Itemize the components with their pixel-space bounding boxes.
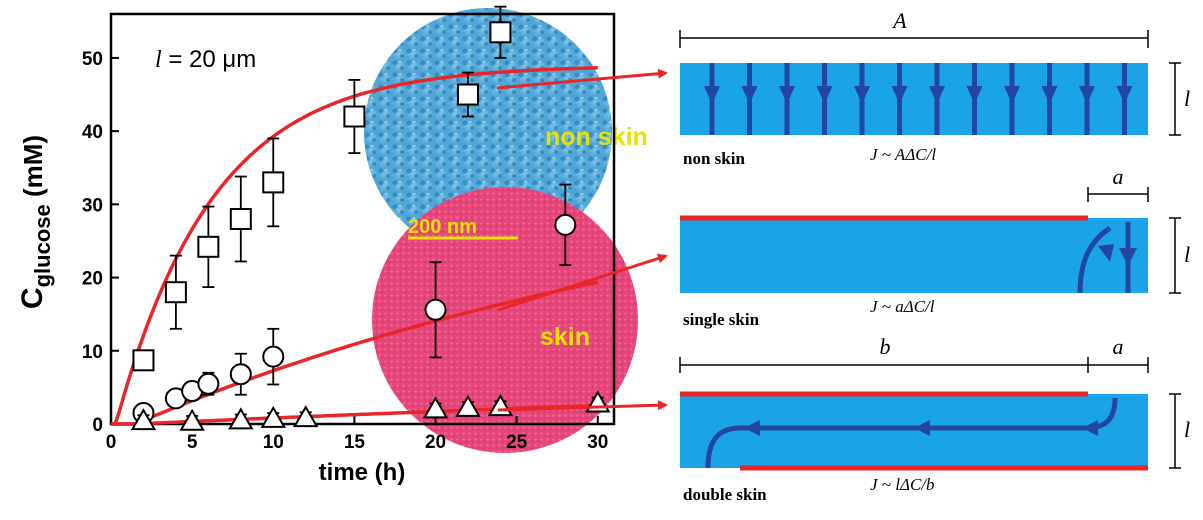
skin-length-label: b [880, 334, 891, 359]
single-skin-flux-equation: J ~ aΔC/l [870, 297, 935, 316]
thickness-label: l [1184, 86, 1190, 111]
x-tick-label: 15 [344, 432, 366, 453]
y-tick-label: 30 [82, 195, 103, 216]
nonskin-inset-label: non skin [545, 123, 648, 151]
single-skin-diagram: a l single skin J ~ aΔC/l [680, 164, 1190, 329]
y-tick-label: 50 [82, 49, 103, 70]
double-skin-flux-equation: J ~ lΔC/b [870, 475, 935, 494]
y-axis-title-unit: (mM) [18, 135, 48, 204]
y-axis-title-sub: glucose [30, 204, 55, 287]
double-skin-caption: double skin [683, 485, 767, 504]
width-label: A [891, 8, 907, 33]
x-tick-label: 25 [506, 432, 528, 453]
square-data-point [458, 85, 478, 105]
glucose-chart: non skin skin 200 nm 0 5 10 15 20 25 30 0 10 20 3… [16, 7, 648, 486]
x-tick-label: 0 [106, 432, 117, 453]
circle-data-point [426, 300, 446, 320]
circle-data-point [263, 347, 283, 367]
opening-label: a [1113, 164, 1124, 189]
circle-data-point [231, 364, 251, 384]
x-tick-label: 30 [587, 432, 608, 453]
y-tick-label: 40 [82, 122, 103, 143]
square-data-point [231, 209, 251, 229]
square-data-point [166, 282, 186, 302]
circle-data-point [555, 215, 575, 235]
double-skin-diagram: b a l double skin J ~ lΔC/b [680, 334, 1190, 504]
x-tick-label: 5 [187, 432, 198, 453]
x-tick-label: 10 [263, 432, 284, 453]
opening-label: a [1113, 334, 1124, 359]
square-data-point [344, 107, 364, 127]
x-tick-label: 20 [425, 432, 446, 453]
thickness-annotation: l = 20 μm [155, 46, 256, 73]
square-data-point [198, 237, 218, 257]
membrane-slab [680, 218, 1148, 293]
circle-data-point [198, 374, 218, 394]
nonskin-caption: non skin [683, 149, 745, 168]
square-data-point [263, 172, 283, 192]
y-tick-label: 10 [82, 342, 103, 363]
thickness-label: l [1184, 242, 1190, 267]
nonskin-flux-equation: J ~ AΔC/l [870, 145, 936, 164]
square-data-point [490, 22, 510, 42]
x-axis-title: time (h) [319, 459, 406, 486]
y-tick-label: 0 [92, 415, 103, 436]
nonskin-diagram: A l non skin J ~ AΔC/l [680, 8, 1190, 168]
y-axis-title-main: C [16, 287, 49, 309]
annotation-text: = 20 μm [162, 46, 257, 73]
y-tick-label: 20 [82, 269, 103, 290]
thickness-label: l [1184, 417, 1190, 442]
y-ticks: 0 10 20 30 40 50 [82, 49, 119, 436]
square-data-point [133, 350, 153, 370]
skin-inset-label: skin [540, 323, 590, 351]
single-skin-caption: single skin [683, 310, 760, 329]
y-axis-title: Cglucose (mM) [16, 135, 55, 309]
scale-bar-label: 200 nm [408, 216, 477, 238]
